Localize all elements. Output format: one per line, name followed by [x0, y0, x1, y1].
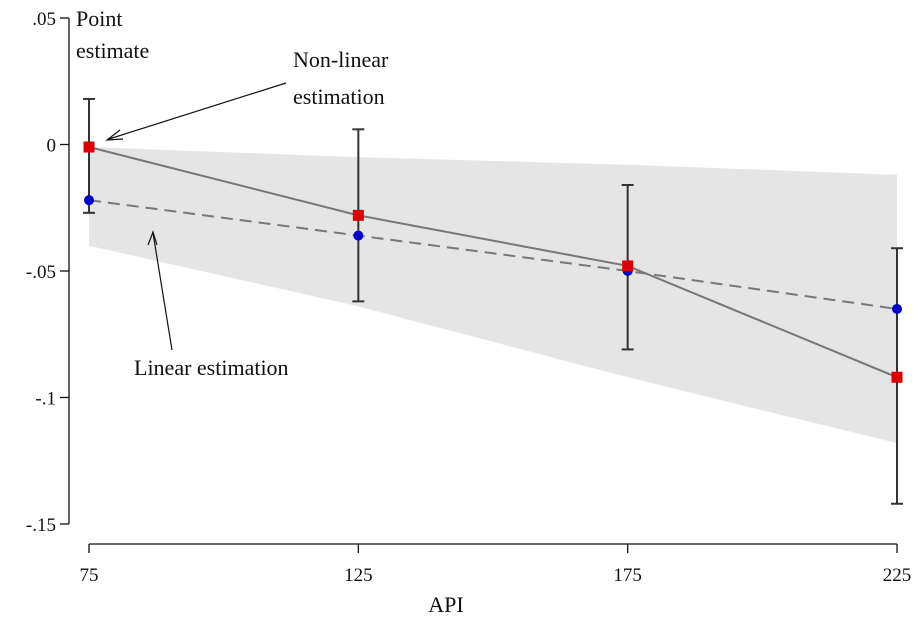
y-ticks: .05 0 -.05 -.1 -.15	[26, 9, 69, 536]
y-tick-label: -.05	[26, 262, 56, 283]
marker-layer	[83, 141, 903, 383]
series-line-linear	[88, 199, 898, 310]
marker-nonlinear	[83, 141, 95, 153]
marker-linear	[892, 303, 902, 314]
marker-linear	[84, 195, 94, 206]
confidence-band-layer	[89, 147, 897, 444]
x-tick-label: 125	[344, 565, 373, 586]
marker-nonlinear	[891, 371, 903, 383]
annotation-nonlinear-arrow	[108, 82, 287, 140]
x-axis-title: API	[428, 592, 463, 617]
y-tick-label: .05	[32, 9, 56, 30]
x-tick-label: 75	[80, 565, 99, 586]
annotation-linear-text: Linear estimation	[134, 355, 289, 380]
annotation-linear-arrow	[152, 232, 173, 351]
series-line-layer	[88, 146, 898, 379]
y-tick-label: 0	[47, 136, 57, 157]
marker-nonlinear	[352, 209, 364, 221]
annotation-nonlinear-arrowhead	[105, 129, 124, 141]
annotation-nonlinear: Non-linear estimation	[105, 47, 389, 141]
marker-nonlinear	[622, 260, 634, 272]
annotation-linear-arrowhead	[147, 230, 158, 246]
marker-linear	[353, 230, 364, 241]
annotation-nonlinear-line-1: Non-linear	[293, 47, 389, 72]
x-tick-label: 175	[613, 565, 642, 586]
y-axis-title-line-1: Point	[76, 6, 122, 31]
x-ticks: 75 125 175 225	[80, 544, 912, 586]
x-tick-label: 225	[883, 565, 912, 586]
y-tick-label: -.15	[26, 515, 56, 536]
linear-confidence-band	[89, 147, 897, 444]
y-axis-title-line-2: estimate	[76, 38, 149, 63]
annotation-nonlinear-line-2: estimation	[293, 84, 385, 109]
series-line-nonlinear	[88, 146, 898, 379]
y-tick-label: -.1	[35, 389, 56, 410]
annotation-linear: Linear estimation	[134, 230, 289, 380]
